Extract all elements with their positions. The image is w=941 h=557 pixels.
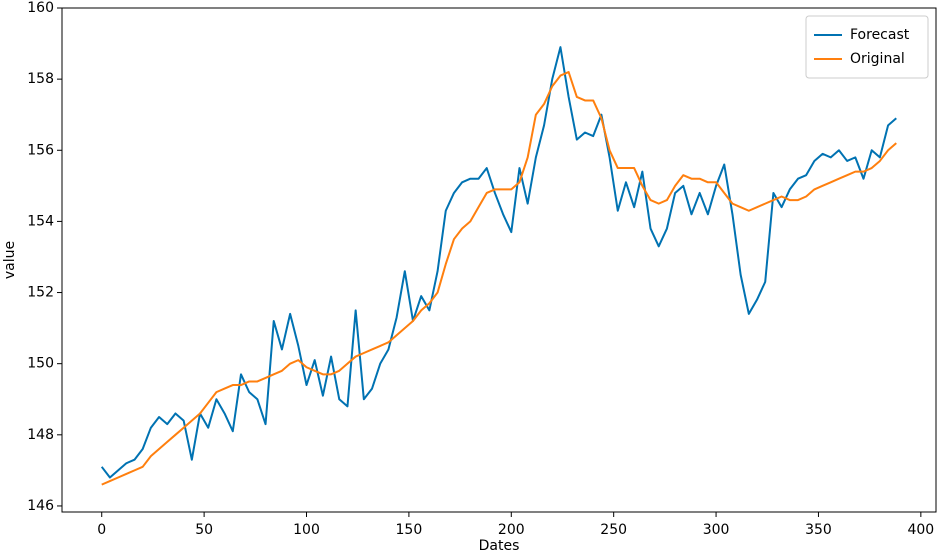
x-tick-label: 350 [805, 522, 832, 538]
x-tick-label: 200 [498, 522, 525, 538]
legend-box [805, 15, 929, 79]
x-tick-label: 400 [907, 522, 934, 538]
line [101, 71, 897, 486]
x-tick-label: 150 [396, 522, 423, 538]
x-tick-label: 300 [703, 522, 730, 538]
legend-label: Forecast [850, 27, 910, 43]
y-tick-label: 146 [27, 498, 54, 514]
x-tick-label: 50 [195, 522, 213, 538]
y-tick-label: 158 [27, 71, 54, 87]
y-tick-label: 160 [27, 0, 54, 16]
x-axis-label: Dates [479, 538, 520, 554]
y-tick-label: 152 [27, 285, 54, 301]
legend: Forecast Original [805, 15, 929, 79]
y-tick-label: 148 [27, 427, 54, 443]
y-tick-label: 150 [27, 356, 54, 372]
x-tick-label: 0 [97, 522, 106, 538]
x-tick-label: 250 [600, 522, 627, 538]
y-axis-label: value [2, 241, 18, 279]
x-tick-label: 100 [293, 522, 320, 538]
y-tick-label: 156 [27, 142, 54, 158]
line [100, 46, 897, 479]
plot-frame [61, 7, 937, 513]
y-tick-label: 154 [27, 213, 54, 229]
legend-label: Original [850, 51, 905, 67]
